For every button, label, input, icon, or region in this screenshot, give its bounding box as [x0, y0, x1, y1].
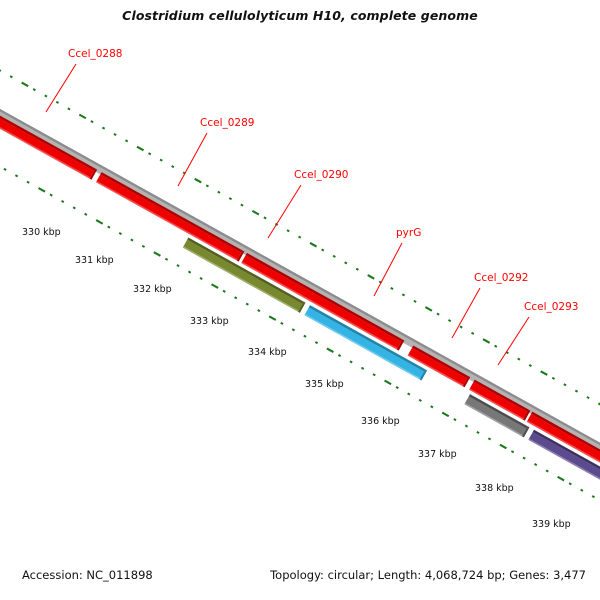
gene-leader-line-Ccel_0292: [451, 287, 481, 339]
gene-label-Ccel_0290[interactable]: Ccel_0290: [294, 169, 348, 181]
ruler-tick-label: 330 kbp: [22, 227, 61, 238]
ruler-tick-label: 337 kbp: [418, 449, 457, 460]
gene-label-pyrG[interactable]: pyrG: [396, 227, 421, 239]
gene-block-gene_small_3[interactable]: [526, 411, 600, 488]
ruler-tick-label: 338 kbp: [475, 483, 514, 494]
gene-block-Ccel_0293[interactable]: [528, 429, 600, 501]
gene-block-Ccel_0292[interactable]: [464, 394, 530, 438]
ruler-layer: [0, 69, 600, 499]
gene-label-Ccel_0293[interactable]: Ccel_0293: [524, 301, 578, 313]
gene-label-layer: Ccel_0288 Ccel_0289 Ccel_0290 pyrG Ccel_0292…: [45, 48, 578, 366]
page-title: Clostridium cellulolyticum H10, complete…: [122, 8, 478, 23]
gene-block-Ccel_0290[interactable]: [182, 237, 306, 313]
gene-block-gene_small_1[interactable]: [407, 345, 471, 388]
gene-label-Ccel_0292[interactable]: Ccel_0292: [474, 272, 528, 284]
ruler-tick-label: 334 kbp: [248, 347, 287, 358]
ruler-tick-label: 331 kbp: [75, 255, 114, 266]
ruler-tick-label-layer: 330 kbp 331 kbp 332 kbp 333 kbp 334 kbp 335 k…: [22, 227, 571, 530]
ruler-tick-label: 333 kbp: [190, 316, 229, 327]
ruler-tick-label: 336 kbp: [361, 416, 400, 427]
gene-label-Ccel_0288[interactable]: Ccel_0288: [68, 48, 122, 60]
ruler-tick-label: 335 kbp: [305, 379, 344, 390]
ruler-dotted-line: [3, 167, 595, 499]
ruler-tick-label: 339 kbp: [532, 519, 571, 530]
topology-text: Topology: circular; Length: 4,068,724 bp…: [270, 568, 586, 582]
ruler-tick-label: 332 kbp: [133, 284, 172, 295]
gene-block-gene_small_2[interactable]: [469, 379, 531, 421]
gene-block-Ccel_0288[interactable]: [0, 92, 98, 180]
gene-leader-line-Ccel_0288: [45, 63, 77, 113]
status-bar: Accession: NC_011898 Topology: circular;…: [0, 556, 600, 600]
gene-block-Ccel_0289[interactable]: [95, 172, 245, 262]
gene-block-Ccel_0291[interactable]: [241, 252, 405, 351]
gene-track-layer: [0, 92, 600, 501]
gene-label-Ccel_0289[interactable]: Ccel_0289: [200, 117, 254, 129]
gene-leader-line-Ccel_0293: [497, 316, 530, 366]
gene-leader-line-Ccel_0290: [267, 184, 302, 239]
gene-leader-line-pyrG: [373, 242, 403, 297]
accession-text: Accession: NC_011898: [22, 568, 153, 582]
ruler-dotted-line: [0, 69, 600, 406]
gene-block-pyrG[interactable]: [304, 305, 428, 381]
genome-backbone-shadow: [0, 108, 600, 446]
gene-leader-line-Ccel_0289: [177, 132, 208, 187]
